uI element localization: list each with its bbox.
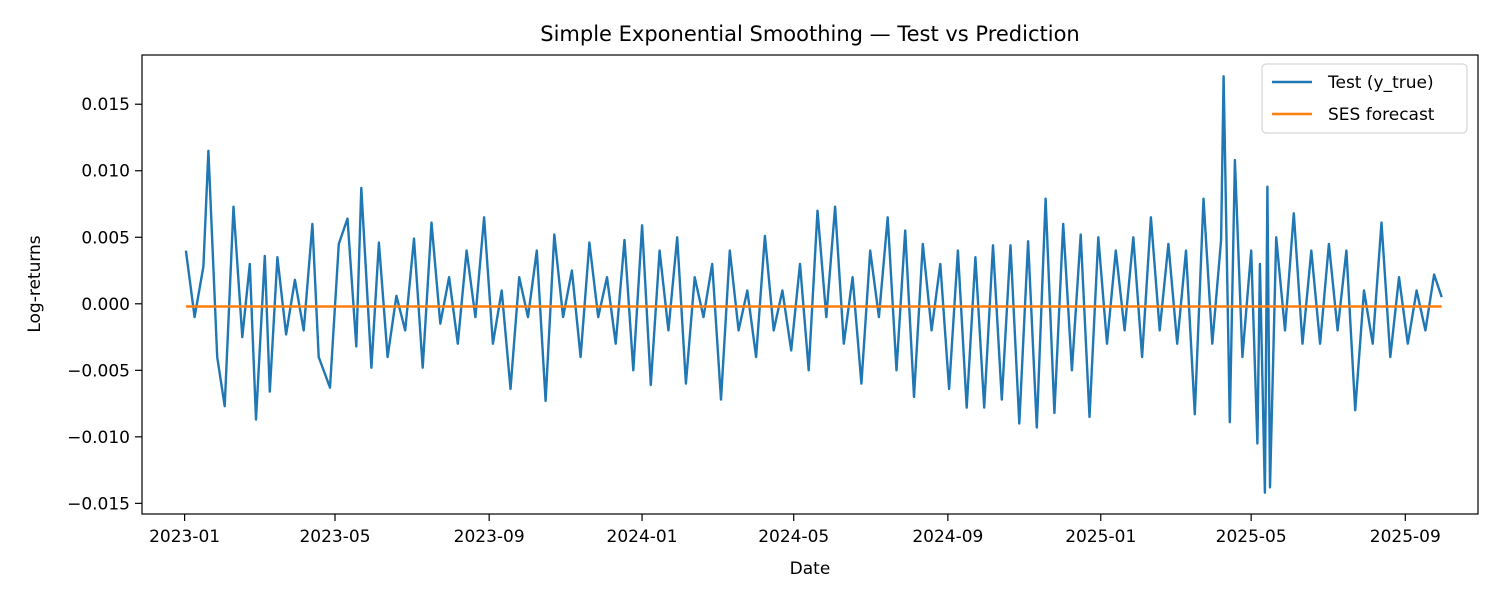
- legend-label-ses: SES forecast: [1328, 105, 1435, 125]
- x-tick-label: 2024-09: [912, 527, 983, 547]
- legend-label-test: Test (y_true): [1327, 73, 1434, 93]
- x-tick-label: 2024-05: [758, 527, 829, 547]
- x-tick-label: 2025-01: [1065, 527, 1136, 547]
- y-tick-label: −0.015: [67, 494, 130, 514]
- series-line-test: [184, 75, 1443, 494]
- x-tick-label: 2023-01: [149, 527, 220, 547]
- y-tick-label: 0.015: [81, 95, 130, 115]
- y-tick-label: 0.000: [81, 295, 130, 315]
- y-tick-label: 0.005: [81, 228, 130, 248]
- y-axis-label: Log-returns: [25, 235, 45, 332]
- chart-title: Simple Exponential Smoothing — Test vs P…: [540, 22, 1080, 46]
- plot-frame: [141, 54, 1479, 515]
- x-tick-label: 2023-09: [454, 527, 525, 547]
- legend: Test (y_true) SES forecast: [1261, 63, 1468, 134]
- y-axis-ticks: 0.015 0.010 0.005 0.000 −0.005 −0.010 −0.015: [67, 95, 142, 514]
- y-tick-label: −0.010: [67, 428, 130, 448]
- series-layer: [184, 75, 1443, 494]
- y-tick-label: 0.010: [81, 162, 130, 182]
- x-tick-label: 2025-05: [1216, 527, 1287, 547]
- x-axis-label: Date: [790, 559, 831, 579]
- x-axis-ticks: 2023-01 2023-05 2023-09 2024-01 2024-05 2024-…: [149, 514, 1441, 547]
- x-tick-label: 2024-01: [607, 527, 678, 547]
- x-tick-label: 2023-05: [299, 527, 370, 547]
- x-tick-label: 2025-09: [1370, 527, 1441, 547]
- y-tick-label: −0.005: [67, 361, 130, 381]
- legend-box: [1261, 63, 1468, 134]
